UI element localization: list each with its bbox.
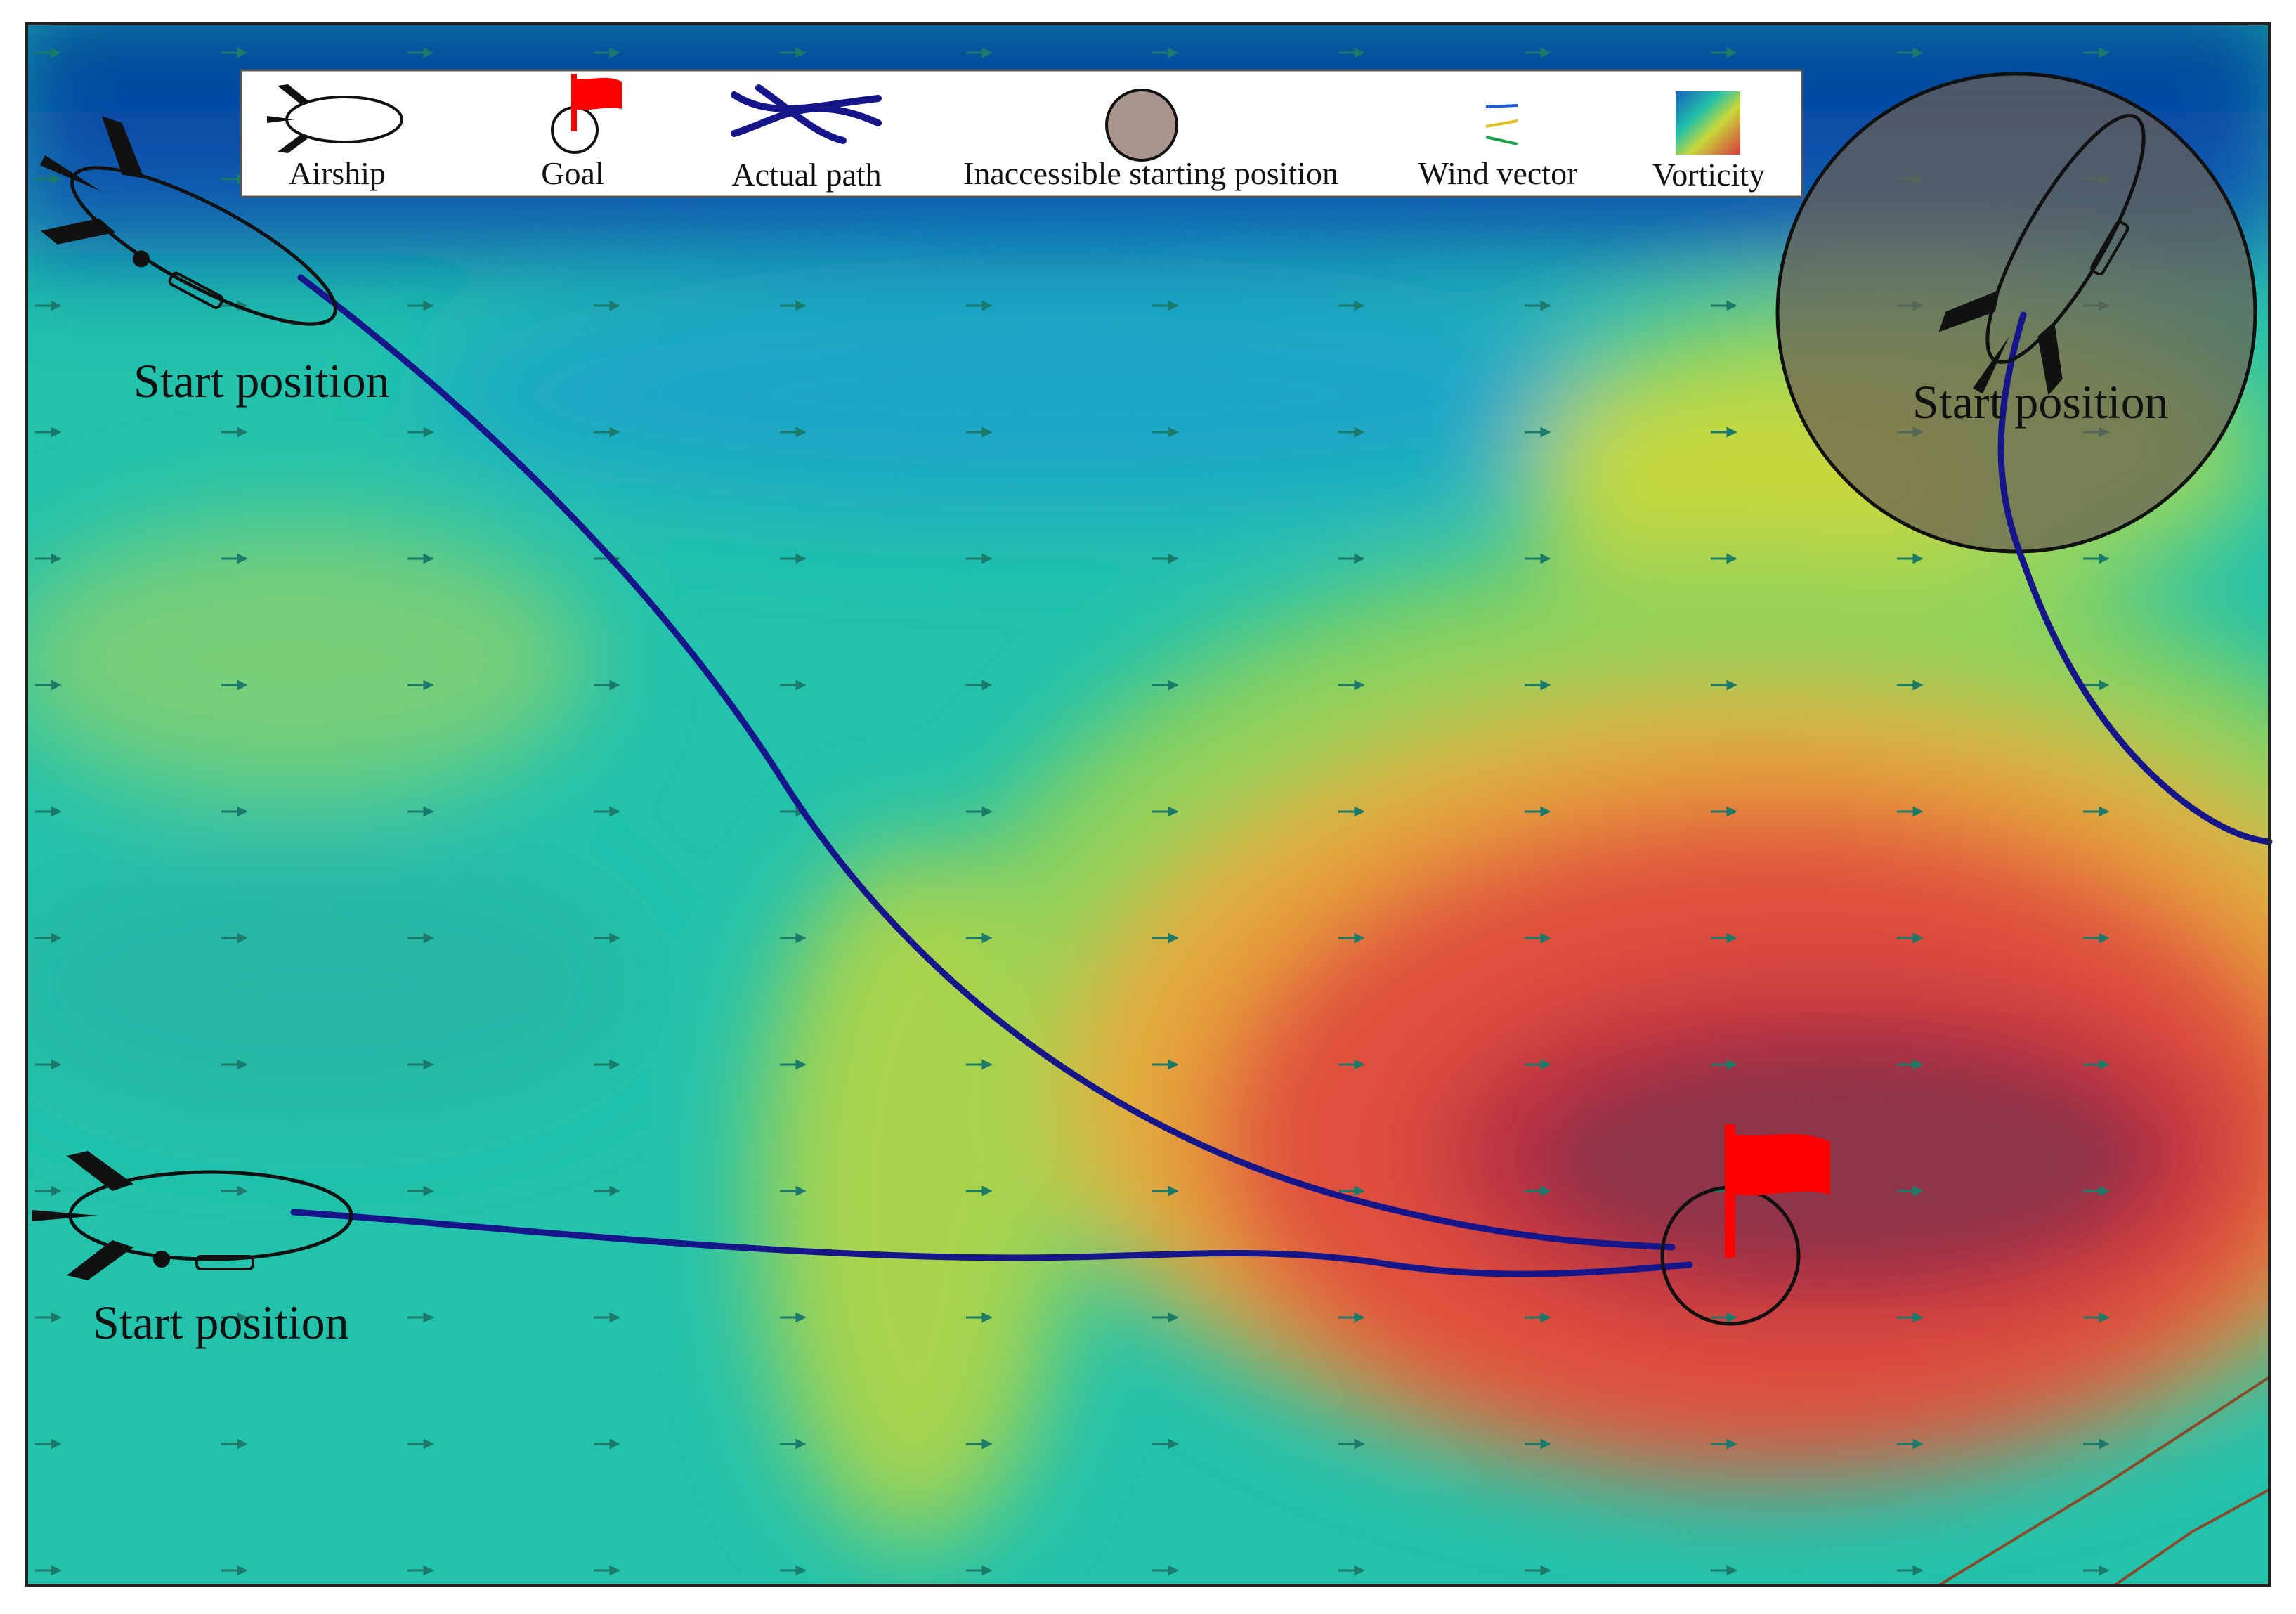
legend-actual-path-icon	[731, 84, 882, 144]
airship-top-right	[1938, 114, 2146, 396]
actual-paths	[290, 274, 2273, 1277]
map-frame	[25, 22, 2271, 1587]
start-label-top-right: Start position	[1912, 375, 2169, 429]
wind-vectors	[35, 47, 2110, 1576]
goal-flag-icon	[1735, 1134, 1830, 1195]
legend-box	[240, 69, 1803, 198]
goal-marker	[1660, 1124, 1830, 1326]
legend-inaccessible-icon	[1105, 89, 1178, 162]
legend-wind-vector-label: Wind vector	[1418, 155, 1578, 191]
legend-actual-path-label: Actual path	[731, 157, 881, 193]
path-from-top-left	[297, 274, 1676, 1251]
legend-vorticity-label: Vorticity	[1652, 157, 1765, 193]
legend-goal-icon	[551, 74, 622, 154]
inaccessible-start-zone	[1775, 72, 2257, 554]
start-label-top-left: Start position	[133, 354, 390, 408]
legend-airship-icon	[267, 84, 403, 153]
airship-bottom-left	[32, 1151, 353, 1280]
legend-vorticity-icon	[1676, 91, 1740, 155]
legend-airship-label: Airship	[289, 155, 386, 191]
goal-flag-pole	[1725, 1124, 1735, 1258]
legend-wind-vector-icon	[1485, 104, 1518, 145]
start-label-bottom-left: Start position	[93, 1296, 349, 1349]
legend-inaccessible-label: Inaccessible starting position	[963, 155, 1338, 191]
legend-goal-label: Goal	[541, 155, 604, 191]
path-from-top-right	[1997, 311, 2273, 845]
legend: Airship Goal Actual path Inaccessible st…	[240, 69, 1803, 198]
airship-top-left	[39, 116, 337, 326]
path-from-bottom-left	[290, 1209, 1693, 1277]
